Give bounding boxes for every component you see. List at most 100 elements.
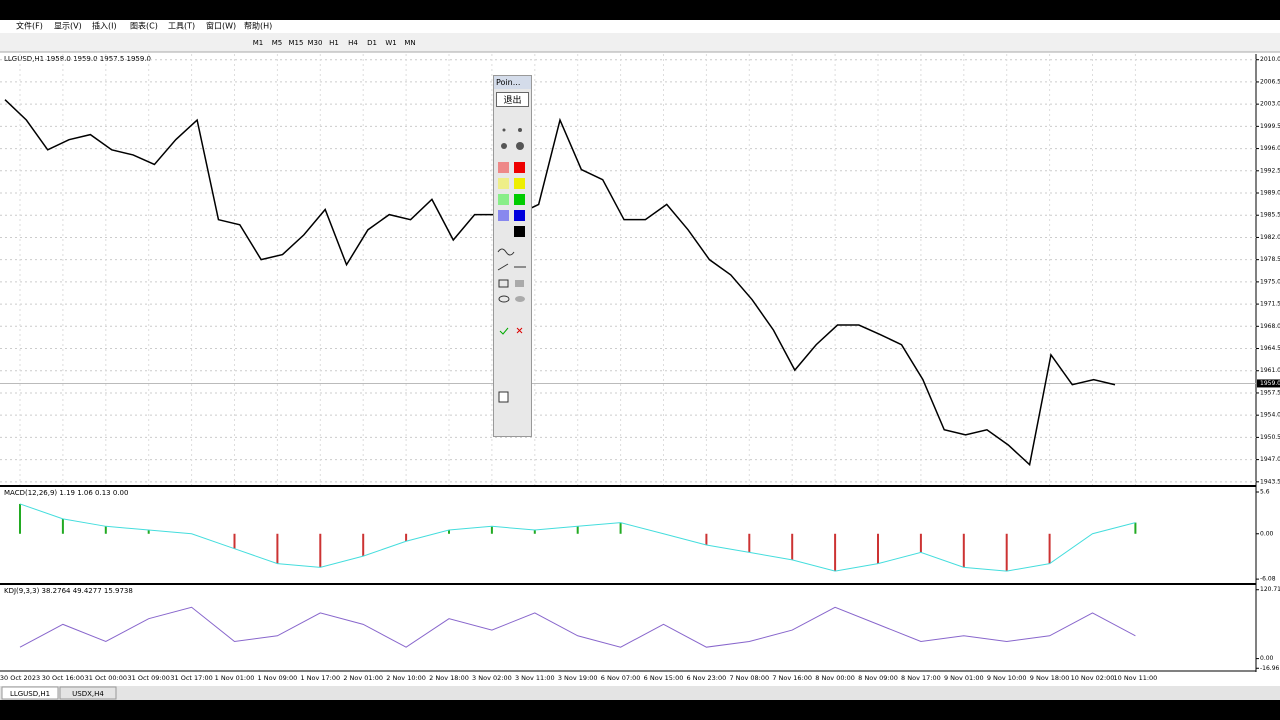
- time-tick-label: 31 Oct 00:00: [85, 674, 127, 682]
- kdj-label: KDJ(9,3,3) 38.2764 49.4277 15.9738: [4, 587, 133, 595]
- price-tick-label: 120.712: [1260, 586, 1280, 593]
- price-tick-label: 1961.0: [1260, 367, 1280, 374]
- menu-item: 显示(V): [54, 22, 82, 31]
- window: [0, 20, 1280, 700]
- time-tick-label: 7 Nov 08:00: [729, 674, 769, 682]
- macd-bar: [405, 533, 408, 542]
- price-line: [4, 99, 1116, 467]
- price-tick-label: 1982.0: [1260, 234, 1280, 241]
- price-tick-label: 1975.0: [1260, 278, 1280, 285]
- chart-tab-label: LLGUSD,H1: [10, 690, 50, 698]
- price-tick-label: 2010.0: [1260, 56, 1280, 63]
- toolbox-icons: [497, 128, 526, 448]
- macd-bar: [61, 518, 64, 534]
- price-tick-label: -16.961: [1260, 665, 1280, 672]
- chart-header: LLGUSD,H1 1958.0 1959.0 1957.5 1959.0: [4, 55, 151, 63]
- time-tick-label: 1 Nov 09:00: [258, 674, 298, 682]
- price-tick-label: 1947.0: [1260, 456, 1280, 463]
- macd-bar: [319, 533, 322, 568]
- time-tick-label: 6 Nov 15:00: [644, 674, 684, 682]
- time-tick-label: 8 Nov 17:00: [901, 674, 941, 682]
- price-tick-label: 1999.5: [1260, 123, 1280, 130]
- time-tick-label: 30 Oct 2023: [0, 674, 40, 682]
- time-tick-label: 10 Nov 02:00: [1071, 674, 1115, 682]
- macd-bar: [791, 533, 794, 560]
- time-tick-label: 31 Oct 17:00: [170, 674, 212, 682]
- price-tick-label: 1957.5: [1260, 389, 1280, 396]
- macd-bar: [533, 530, 536, 534]
- timeframe-button: MN: [404, 39, 415, 47]
- price-tick-label: 1943.5: [1260, 478, 1280, 485]
- price-tick-label: 2006.5: [1260, 78, 1280, 85]
- macd-bar: [233, 533, 236, 549]
- chart-tab[interactable]: [59, 686, 117, 700]
- price-tick-label: 1985.5: [1260, 212, 1280, 219]
- time-tick-label: 3 Nov 11:00: [515, 674, 555, 682]
- time-tick-label: 7 Nov 16:00: [772, 674, 812, 682]
- macd-bar: [962, 533, 965, 568]
- time-tick-label: 2 Nov 18:00: [429, 674, 469, 682]
- timeframe-button: M1: [253, 39, 264, 47]
- time-tick-label: 10 Nov 11:00: [1113, 674, 1157, 682]
- menu-item: 插入(I): [92, 21, 117, 31]
- macd-bar: [1048, 533, 1051, 564]
- timeframe-button: M30: [308, 39, 323, 47]
- timeframe-button: W1: [385, 39, 396, 47]
- macd-bar: [147, 530, 150, 534]
- timeframe-button: M5: [272, 39, 283, 47]
- macd-bar: [1134, 522, 1137, 534]
- time-tick-label: 6 Nov 23:00: [687, 674, 727, 682]
- menu-item: 文件(F): [16, 21, 43, 31]
- time-tick-label: 31 Oct 09:00: [128, 674, 170, 682]
- kdj-line: [19, 606, 1136, 648]
- current-price-label: 1959.0: [1260, 380, 1280, 387]
- macd-bar: [362, 533, 365, 557]
- macd-bar: [490, 526, 493, 534]
- time-tick-label: 1 Nov 17:00: [300, 674, 340, 682]
- time-tick-label: 1 Nov 01:00: [215, 674, 255, 682]
- time-tick-label: 8 Nov 09:00: [858, 674, 898, 682]
- macd-bar: [748, 533, 751, 553]
- exit-button[interactable]: 退出: [496, 92, 529, 107]
- macd-bar: [919, 533, 922, 553]
- price-tick-label: 1968.0: [1260, 323, 1280, 330]
- macd-bar: [877, 533, 879, 564]
- time-tick-label: 9 Nov 10:00: [987, 674, 1027, 682]
- macd-bar: [104, 526, 107, 534]
- macd-bar: [1005, 533, 1008, 572]
- menu-item: 工具(T): [168, 22, 195, 31]
- time-tick-label: 6 Nov 07:00: [601, 674, 641, 682]
- macd-bar: [448, 530, 450, 534]
- timeframe-button: D1: [367, 39, 377, 47]
- price-tick-label: 1992.5: [1260, 167, 1280, 174]
- drawing-toolbox: Poin... 退出: [493, 75, 532, 448]
- menu-item: 图表(C): [130, 21, 158, 31]
- tab-bar: [0, 686, 1280, 700]
- price-tick-label: 1978.5: [1260, 256, 1280, 263]
- chart-tab[interactable]: [1, 686, 59, 700]
- price-tick-label: 1950.5: [1260, 434, 1280, 441]
- price-tick-label: -6.08: [1260, 576, 1276, 583]
- timeframe-button: H1: [329, 39, 339, 47]
- menu-item: 窗口(W): [206, 21, 236, 31]
- chart-tab-label: USDX,H4: [72, 690, 104, 698]
- macd-bar: [705, 533, 708, 545]
- time-tick-label: 30 Oct 16:00: [42, 674, 84, 682]
- price-tick-label: 5.6: [1260, 488, 1270, 495]
- macd-bar: [576, 526, 579, 534]
- macd-bar: [276, 533, 279, 564]
- macd-bar: [834, 533, 837, 572]
- timeframe-button: H4: [348, 39, 358, 47]
- price-tick-label: 0.00: [1260, 530, 1274, 537]
- price-tick-label: 2003.0: [1260, 101, 1280, 108]
- timeframe-button: M15: [289, 39, 304, 47]
- toolbar: [0, 33, 1280, 52]
- time-tick-label: 2 Nov 01:00: [343, 674, 383, 682]
- macd-bar: [19, 503, 21, 534]
- current-price-box: [1257, 379, 1280, 388]
- time-tick-label: 8 Nov 00:00: [815, 674, 855, 682]
- price-tick-label: 1996.0: [1260, 145, 1280, 152]
- time-tick-label: 3 Nov 19:00: [558, 674, 598, 682]
